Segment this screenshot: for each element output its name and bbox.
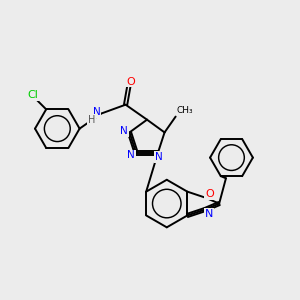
Text: N: N: [205, 209, 214, 219]
Text: N: N: [120, 126, 128, 136]
Text: O: O: [127, 76, 135, 86]
Text: N: N: [93, 107, 101, 117]
Text: N: N: [154, 152, 162, 162]
Text: N: N: [127, 150, 135, 161]
Text: H: H: [88, 115, 95, 124]
Text: O: O: [205, 189, 214, 199]
Text: Cl: Cl: [28, 90, 39, 100]
Text: CH₃: CH₃: [176, 106, 193, 115]
